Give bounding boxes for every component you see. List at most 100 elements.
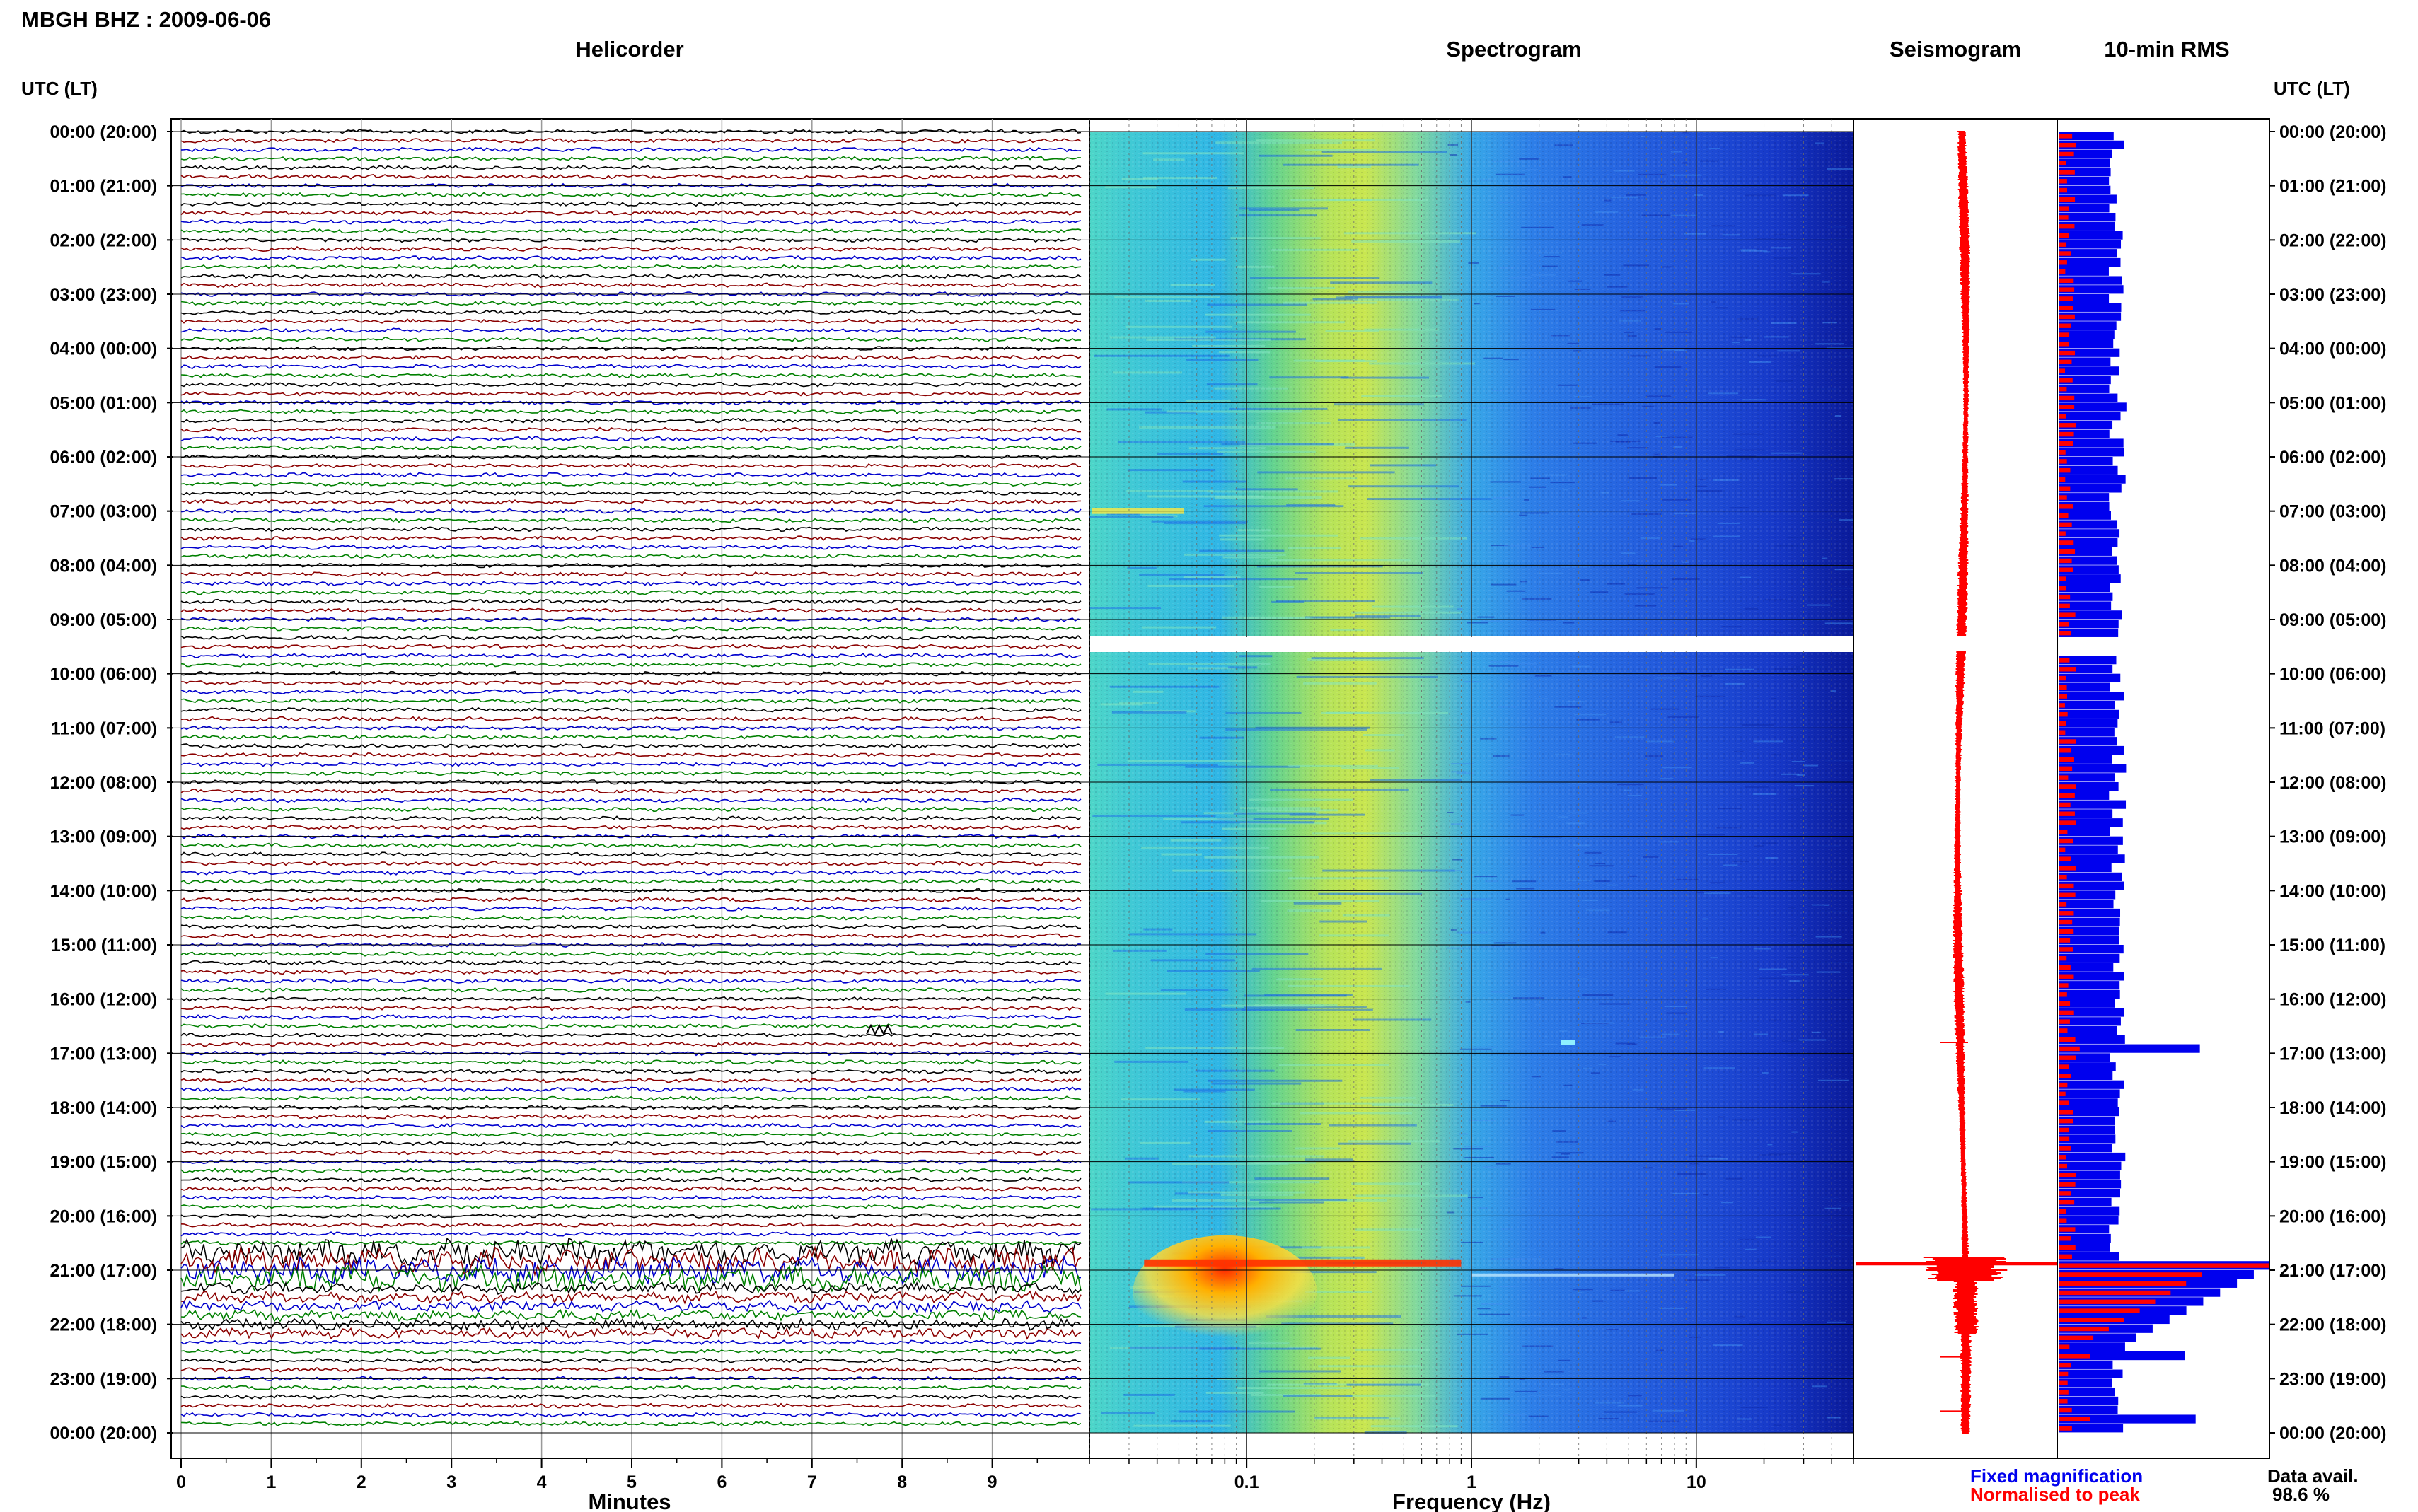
legend-fixed-magnification: Fixed magnification xyxy=(1970,1465,2143,1487)
rms-bar-normalised xyxy=(2059,1146,2071,1151)
seismogram-data-gap xyxy=(1855,640,2056,649)
helicorder-trace-row xyxy=(180,291,1081,297)
rms-bar-normalised xyxy=(2059,739,2076,744)
helicorder-trace-row xyxy=(180,562,1082,569)
helicorder-trace-row xyxy=(180,1357,1082,1363)
rms-bar-fixed xyxy=(2059,1405,2118,1414)
rms-bar-normalised xyxy=(2059,1245,2076,1250)
rms-bar-fixed xyxy=(2059,845,2118,854)
rms-bar-normalised xyxy=(2059,477,2066,482)
rms-bar-fixed xyxy=(2059,900,2114,909)
spectrogram-data-gap-overlay xyxy=(1091,637,1852,651)
helicorder-trace-row xyxy=(180,589,1082,595)
helicorder-trace-row xyxy=(180,156,1082,162)
helicorder-trace-row xyxy=(180,228,1082,234)
helicorder-trace-row xyxy=(180,173,1082,180)
rms-bar-fixed xyxy=(2059,484,2122,493)
rms-bar-normalised xyxy=(2059,1064,2069,1069)
helicorder-trace-row xyxy=(180,1290,1082,1305)
rms-bar-fixed xyxy=(2059,836,2123,845)
rms-bar-normalised xyxy=(2059,305,2073,310)
helicorder-trace-row xyxy=(180,825,1082,830)
rms-bar-normalised xyxy=(2059,187,2068,193)
seismogram-title: Seismogram xyxy=(1890,37,2021,62)
rms-bar-normalised xyxy=(2059,838,2073,844)
rms-bar-fixed xyxy=(2059,1161,2122,1170)
spectrogram-title: Spectrogram xyxy=(1446,37,1581,62)
helicorder-trace-row xyxy=(180,246,1082,252)
helicorder-trace-row xyxy=(180,833,1082,839)
rms-bar-normalised xyxy=(2059,847,2066,853)
helicorder-trace-row xyxy=(180,752,1082,758)
helicorder-trace-row xyxy=(180,698,1082,704)
rms-bar-normalised xyxy=(2059,802,2071,808)
rms-bar-normalised xyxy=(2059,1010,2074,1016)
rms-bar-fixed xyxy=(2059,709,2119,719)
helicorder-trace-row xyxy=(180,1059,1082,1066)
time-labels-left: 00:00 (20:00) 01:00 (21:00) 02:00 (22:00) 0… xyxy=(50,122,157,1443)
rms-bar-fixed xyxy=(2059,1008,2124,1017)
rms-bar-normalised xyxy=(2059,675,2066,681)
spectrogram-event-onset xyxy=(1144,1259,1462,1267)
helicorder-trace-row xyxy=(180,1194,1082,1201)
helicorder-trace-row xyxy=(180,390,1082,397)
rms-bar-fixed xyxy=(2059,556,2117,565)
time-label-right: 14:00 (10:00) xyxy=(2279,881,2386,901)
helicorder-trace-row xyxy=(180,861,1082,866)
helicorder-trace-row xyxy=(180,1132,1082,1138)
rms-bar-fixed xyxy=(2059,1378,2112,1388)
helicorder-trace-row xyxy=(180,1122,1082,1129)
rms-bar-fixed xyxy=(2059,1098,2118,1107)
rms-bar-fixed xyxy=(2059,321,2117,330)
minutes-tick-label: 6 xyxy=(717,1472,727,1492)
helicorder-trace-row xyxy=(180,689,1082,694)
rms-bar-fixed xyxy=(2059,520,2118,529)
rms-bar-fixed xyxy=(2059,1144,2112,1153)
frequency-tick-label: 10 xyxy=(1687,1472,1706,1492)
frequency-tick-label: 1 xyxy=(1467,1472,1476,1492)
helicorder-trace-row xyxy=(180,716,1082,722)
helicorder-trace-row xyxy=(180,842,1082,849)
minutes-tick-label: 4 xyxy=(537,1472,547,1492)
helicorder-trace-row xyxy=(180,661,1082,668)
minutes-tick-label: 1 xyxy=(266,1472,276,1492)
rms-bar-normalised xyxy=(2059,486,2071,491)
helicorder-trace-row xyxy=(180,273,1082,279)
time-label-left: 10:00 (06:00) xyxy=(50,665,157,685)
rms-bar-fixed xyxy=(2059,1206,2120,1216)
time-label-left: 01:00 (21:00) xyxy=(50,177,157,197)
helicorder-trace-row xyxy=(180,1005,1082,1011)
helicorder-trace-row xyxy=(180,598,1082,605)
rms-bar-fixed xyxy=(2059,945,2124,954)
helicorder-trace-row xyxy=(180,969,1082,975)
helicorder-title: Helicorder xyxy=(575,37,683,62)
rms-bars xyxy=(2059,132,2269,1433)
rms-bar-normalised xyxy=(2059,630,2071,636)
rms-bar-fixed xyxy=(2059,1017,2121,1026)
rms-bar-normalised xyxy=(2059,1326,2109,1332)
rms-bar-fixed xyxy=(2059,953,2120,963)
rms-bar-normalised xyxy=(2059,540,2074,545)
helicorder-trace-row xyxy=(180,364,1082,370)
helicorder-trace-row xyxy=(180,625,1082,632)
rms-bar-fixed xyxy=(2059,800,2127,809)
time-label-left: 22:00 (18:00) xyxy=(50,1315,157,1335)
rms-bar-normalised xyxy=(2059,495,2067,500)
rms-bar-fixed xyxy=(2059,475,2126,484)
time-label-left: 02:00 (22:00) xyxy=(50,231,157,250)
time-label-left: 06:00 (02:00) xyxy=(50,448,157,467)
helicorder-trace-row xyxy=(180,706,1082,713)
rms-bar-fixed xyxy=(2059,366,2119,376)
rms-bar-normalised xyxy=(2059,1037,2076,1042)
time-label-left: 00:00 (20:00) xyxy=(50,1424,157,1443)
time-label-left: 05:00 (01:00) xyxy=(50,393,157,413)
rms-bar-normalised xyxy=(2059,251,2071,256)
rms-bar-normalised xyxy=(2059,1136,2070,1141)
rms-bar-normalised xyxy=(2059,513,2069,518)
time-label-left: 20:00 (16:00) xyxy=(50,1206,157,1226)
rms-bar-normalised xyxy=(2059,1218,2067,1223)
rms-bar-normalised xyxy=(2059,892,2076,897)
rms-bar-fixed xyxy=(2059,936,2119,945)
helicorder-trace-row xyxy=(180,337,1082,342)
